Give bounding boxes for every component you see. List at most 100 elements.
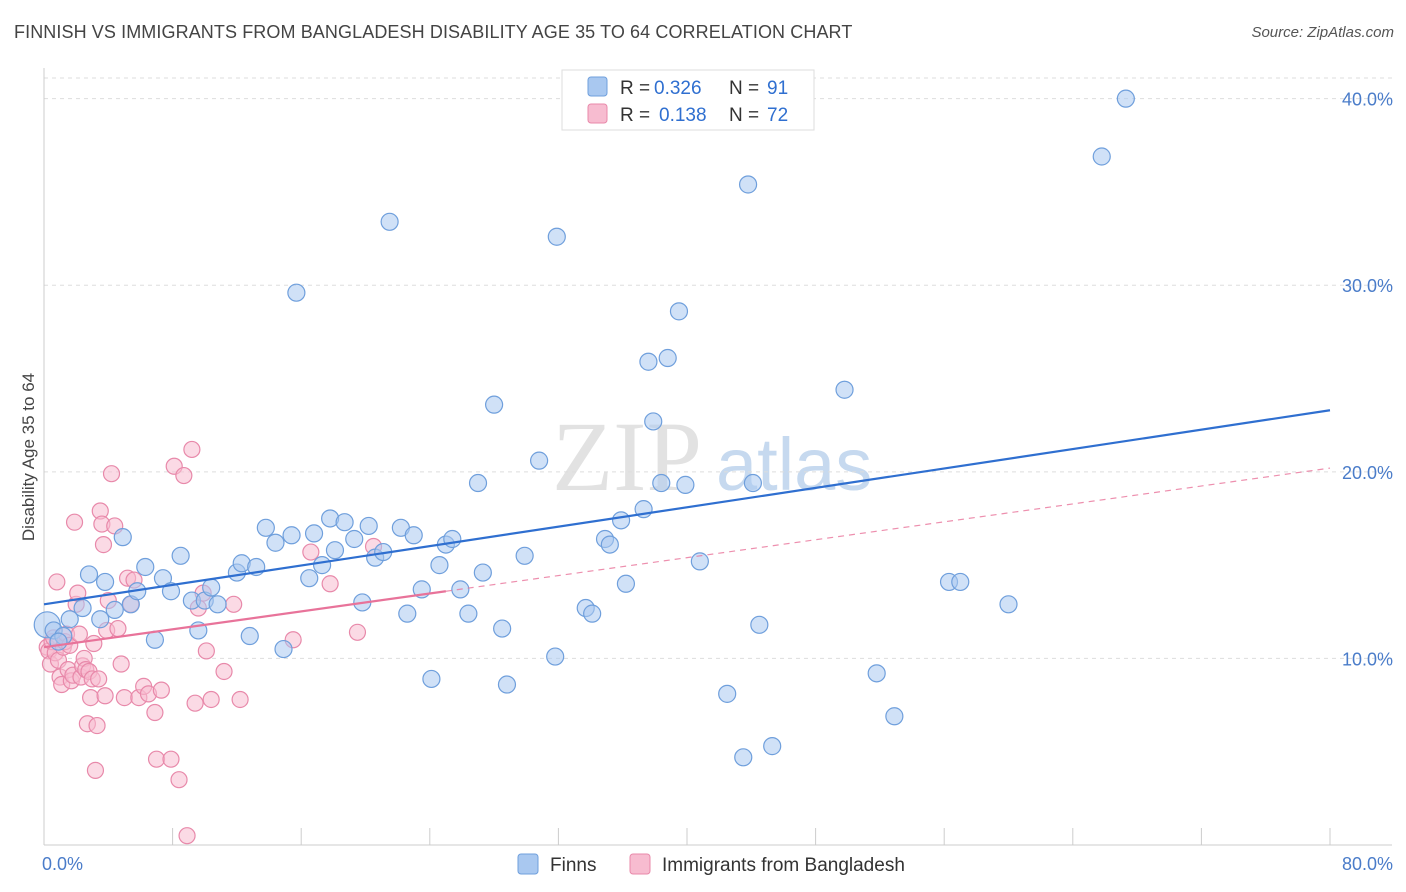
bangladesh-point <box>321 575 339 593</box>
bangladesh-point <box>94 535 113 554</box>
bangladesh-points <box>38 440 383 845</box>
finns-point <box>459 604 478 623</box>
finns-point <box>718 684 737 703</box>
bangladesh-point <box>162 750 180 768</box>
legend-bangla-swatch <box>587 103 608 124</box>
finns-point <box>240 626 259 646</box>
finns-point <box>304 524 324 543</box>
finns-point <box>530 451 549 470</box>
finns-point <box>266 533 285 552</box>
finns-point <box>256 518 275 537</box>
bottom-legend-finns-swatch <box>517 853 539 875</box>
finns-point <box>404 526 423 545</box>
finns-point <box>202 578 221 597</box>
finns-point <box>600 535 619 554</box>
finns-point <box>493 619 512 638</box>
y-tick-labels: 10.0% 20.0% 30.0% 40.0% <box>1342 90 1393 670</box>
finns-point <box>113 528 132 547</box>
finns-point <box>835 380 854 399</box>
bangladesh-point <box>146 703 164 722</box>
watermark-zip: ZIP <box>552 401 702 512</box>
x-tick-label-max: 80.0% <box>1342 854 1393 874</box>
bangladesh-point <box>86 761 105 779</box>
finns-point <box>743 473 763 493</box>
finns-point <box>60 610 79 629</box>
legend-finns-r-label: R = <box>620 78 650 99</box>
bottom-legend-finns-label: Finns <box>550 855 596 876</box>
legend-finns-n-label: N = <box>729 78 759 99</box>
finns-point <box>485 395 504 414</box>
bangla-trend-line-solid <box>43 590 447 649</box>
bangladesh-point <box>186 694 204 712</box>
y-axis-label: Disability Age 35 to 64 <box>19 373 38 541</box>
legend-bangla-r-label: R = <box>620 105 650 126</box>
bangladesh-point <box>112 655 130 673</box>
finns-point <box>658 348 677 368</box>
finns-point <box>312 556 332 575</box>
bottom-legend: Finns Immigrants from Bangladesh <box>517 853 905 876</box>
finns-point <box>999 595 1018 614</box>
finns-point <box>398 604 417 623</box>
bangladesh-point <box>225 595 243 613</box>
finns-point <box>300 569 319 588</box>
finns-point <box>611 511 631 530</box>
finns-point <box>430 556 449 575</box>
finns-point <box>468 473 488 493</box>
bangladesh-point <box>109 619 127 638</box>
finns-point <box>583 604 602 623</box>
finns-point <box>676 475 695 494</box>
legend-bangla-n-value: 72 <box>767 105 788 126</box>
finns-point <box>345 529 364 549</box>
axes <box>43 68 1392 846</box>
legend: R = 0.326 N = 91 R = 0.138 N = 72 <box>561 69 815 131</box>
finns-point <box>95 572 115 592</box>
finns-point <box>282 526 301 545</box>
bangladesh-point <box>70 625 88 643</box>
finns-point <box>738 175 758 194</box>
finns-point <box>380 212 399 231</box>
finns-point <box>885 707 904 726</box>
finns-point <box>443 529 462 549</box>
finns-point <box>274 639 293 659</box>
bottom-legend-bangla-swatch <box>629 853 651 875</box>
finns-point <box>867 664 886 683</box>
finns-point <box>161 582 181 601</box>
bangladesh-point <box>115 688 133 707</box>
finns-point <box>171 546 190 565</box>
finns-point <box>652 473 671 493</box>
bangladesh-point <box>302 543 320 561</box>
gridlines <box>44 77 1394 659</box>
x-ticks <box>43 828 1331 845</box>
trend-lines <box>43 409 1331 649</box>
bangladesh-point <box>231 690 249 709</box>
bangladesh-point <box>147 750 166 768</box>
legend-bangla-n-label: N = <box>729 105 759 126</box>
finns-trend-line <box>43 409 1331 606</box>
finns-point <box>763 737 782 756</box>
bangladesh-point <box>183 440 201 459</box>
y-tick-label: 20.0% <box>1342 463 1393 483</box>
finns-point <box>287 283 306 302</box>
finns-point <box>497 675 517 694</box>
bangladesh-point <box>178 827 196 845</box>
bangla-trend-line-dashed <box>445 467 1331 592</box>
legend-finns-n-value: 91 <box>767 78 788 99</box>
bangladesh-point <box>215 662 233 681</box>
bangladesh-point <box>90 670 108 688</box>
finns-point <box>1092 147 1111 166</box>
finns-point <box>359 516 378 536</box>
y-tick-label: 40.0% <box>1342 90 1393 110</box>
finns-point <box>639 352 658 371</box>
y-tick-label: 10.0% <box>1342 649 1393 669</box>
bangladesh-point <box>88 716 106 735</box>
bangladesh-point <box>348 623 367 641</box>
bottom-legend-bangla-label: Immigrants from Bangladesh <box>662 855 905 876</box>
chart-title: FINNISH VS IMMIGRANTS FROM BANGLADESH DI… <box>14 22 853 42</box>
finns-point <box>335 513 354 532</box>
finns-point <box>73 598 92 618</box>
bangladesh-point <box>202 690 220 709</box>
x-tick-label-min: 0.0% <box>42 854 83 874</box>
finns-point <box>669 302 689 321</box>
finns-point <box>325 541 345 560</box>
